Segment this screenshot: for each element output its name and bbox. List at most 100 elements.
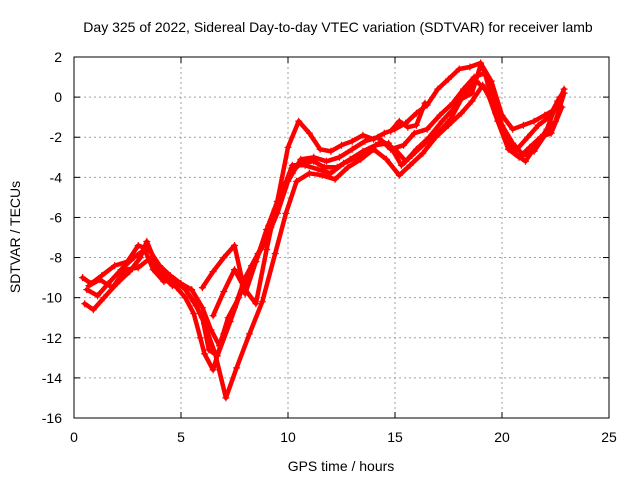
data-point <box>348 137 356 145</box>
data-point <box>293 177 301 185</box>
series-track-5 <box>198 59 568 298</box>
data-point <box>449 99 457 107</box>
data-point <box>310 157 318 165</box>
data-point <box>220 288 228 296</box>
data-point <box>479 81 487 89</box>
data-point <box>541 111 549 119</box>
data-point <box>295 117 303 125</box>
data-point <box>231 266 238 274</box>
data-point <box>201 350 208 358</box>
data-point <box>434 129 442 137</box>
x-tick-label: 20 <box>494 429 510 445</box>
data-point <box>395 117 403 125</box>
data-point <box>143 238 151 245</box>
data-point <box>205 346 213 354</box>
data-point <box>196 334 204 342</box>
data-point <box>385 139 393 147</box>
data-point <box>288 169 296 177</box>
data-point <box>314 165 322 173</box>
data-point <box>487 77 495 85</box>
data-point <box>320 163 328 171</box>
data-point <box>316 145 324 153</box>
series-track-6 <box>209 169 296 320</box>
data-point <box>530 147 538 155</box>
data-point <box>168 282 176 290</box>
y-tick-label: 0 <box>54 89 62 105</box>
data-point <box>522 157 529 165</box>
data-point <box>158 272 166 280</box>
x-tick-label: 0 <box>70 429 78 445</box>
series-line <box>82 78 565 373</box>
y-tick-label: -6 <box>50 209 63 225</box>
data-point <box>460 85 467 93</box>
x-axis-label: GPS time / hours <box>288 458 395 474</box>
data-point <box>541 131 549 139</box>
grid-lines <box>74 57 609 418</box>
data-point <box>226 318 234 326</box>
y-tick-label: -8 <box>50 250 63 266</box>
data-point <box>419 149 427 157</box>
data-point <box>477 59 485 67</box>
data-point <box>145 246 153 253</box>
data-point <box>552 105 559 113</box>
data-point <box>271 205 279 213</box>
y-tick-label: -12 <box>42 330 62 346</box>
data-point <box>397 161 405 169</box>
data-point <box>111 262 119 270</box>
data-point <box>421 139 429 147</box>
data-point <box>395 171 403 179</box>
data-point <box>406 161 414 169</box>
y-axis-label: SDTVAR / TECUs <box>7 181 23 293</box>
data-point <box>94 292 101 300</box>
series-track-3 <box>79 69 564 350</box>
data-point <box>400 141 408 149</box>
data-point <box>359 147 367 155</box>
data-point <box>457 95 465 103</box>
data-point <box>552 117 559 125</box>
data-point <box>455 65 463 73</box>
data-point <box>198 304 206 312</box>
data-point <box>530 117 538 125</box>
x-tick-label: 10 <box>280 429 296 445</box>
data-point <box>534 121 542 129</box>
data-point <box>89 306 97 314</box>
data-point <box>209 268 217 276</box>
data-point <box>241 286 249 294</box>
data-point <box>288 161 296 169</box>
data-point <box>284 143 292 151</box>
axis-ticks <box>73 56 610 419</box>
data-point <box>96 276 104 284</box>
chart-title: Day 325 of 2022, Sidereal Day-to-day VTE… <box>83 19 593 35</box>
data-point <box>361 137 369 145</box>
data-point <box>98 272 106 280</box>
data-point <box>560 85 568 93</box>
data-point <box>252 258 260 266</box>
data-point <box>380 129 388 137</box>
data-point <box>79 274 87 282</box>
data-point <box>124 258 131 266</box>
data-point <box>457 109 465 117</box>
data-point <box>305 129 313 137</box>
data-point <box>333 163 341 171</box>
data-point <box>323 157 330 165</box>
data-point <box>408 151 416 159</box>
data-point <box>220 254 228 262</box>
data-point <box>412 121 420 129</box>
x-axis-tick-labels: 0 5 10 15 20 25 <box>70 429 617 445</box>
data-point <box>421 99 429 107</box>
data-point <box>233 364 241 372</box>
series-track-2 <box>83 81 562 402</box>
data-point <box>83 286 91 294</box>
data-point <box>222 394 230 402</box>
y-tick-label: -4 <box>50 169 63 185</box>
data-point <box>468 89 476 97</box>
data-point <box>166 272 174 280</box>
data-point <box>372 141 380 149</box>
x-tick-label: 15 <box>387 429 403 445</box>
data-point <box>81 300 89 308</box>
data-point <box>258 298 266 306</box>
data-point <box>188 286 196 294</box>
data-point <box>252 300 260 308</box>
data-point <box>147 254 155 262</box>
